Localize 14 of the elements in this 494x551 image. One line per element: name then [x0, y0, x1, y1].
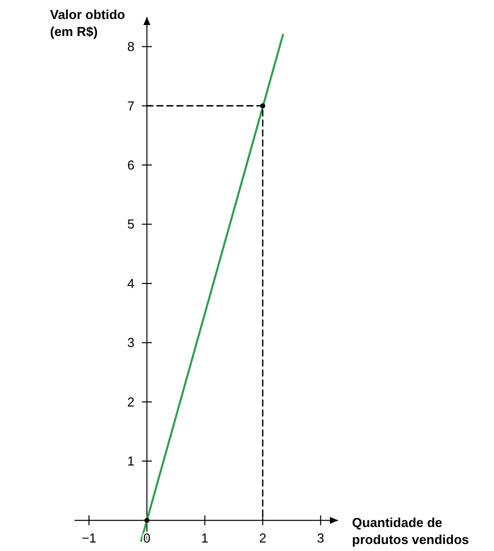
- y-tick-label: 7: [127, 98, 135, 114]
- y-tick-label: 2: [127, 394, 135, 410]
- y-tick-label: 3: [127, 335, 135, 350]
- y-tick-label: 6: [127, 158, 135, 173]
- x-tick-label: 3: [317, 530, 324, 546]
- y-tick-label: 1: [127, 454, 135, 469]
- y-axis-title: Valor obtido (em R$): [50, 7, 126, 39]
- x-tick-label: 2: [259, 530, 266, 546]
- x-axis-title: Quantidade de produtos vendidos: [352, 515, 469, 547]
- y-tick-label: 5: [127, 216, 135, 232]
- x-tick-label: 1: [201, 530, 208, 546]
- y-tick-label: 4: [127, 276, 135, 291]
- y-tick-label: 8: [127, 39, 135, 54]
- x-tick-label: −1: [82, 530, 96, 546]
